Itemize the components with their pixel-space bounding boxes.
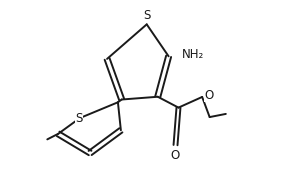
Text: S: S <box>75 112 83 125</box>
Text: S: S <box>143 9 150 22</box>
Text: NH₂: NH₂ <box>181 48 204 61</box>
Text: O: O <box>170 149 179 162</box>
Text: O: O <box>204 89 213 102</box>
